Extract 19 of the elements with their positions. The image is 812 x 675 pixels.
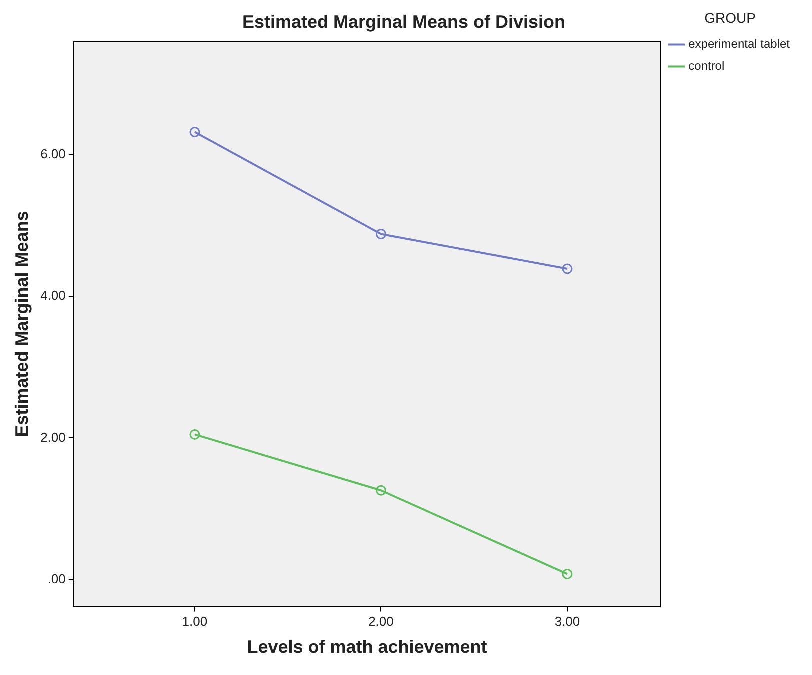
y-tick-label: 6.00 xyxy=(40,146,66,162)
x-tick-label: 2.00 xyxy=(368,614,394,630)
legend-label: experimental tablet xyxy=(688,37,791,52)
legend-label: control xyxy=(688,59,725,74)
point xyxy=(376,485,386,496)
y-axis-title: Estimated Marginal Means xyxy=(12,211,32,438)
x-tick-label: 3.00 xyxy=(554,614,580,630)
y-tick-label: .00 xyxy=(48,571,66,586)
y-tick-label: 4.00 xyxy=(40,288,66,304)
point xyxy=(562,264,573,274)
legend-title: GROUP xyxy=(704,10,756,26)
x-tick-label: 1.00 xyxy=(182,614,208,630)
point xyxy=(562,568,573,580)
point xyxy=(376,229,386,240)
point xyxy=(190,429,200,440)
x-axis-title: Levels of math achievement xyxy=(247,637,488,658)
y-tick-label: 2.00 xyxy=(40,430,66,445)
chart-title: Estimated Marginal Means of Division xyxy=(242,12,566,32)
point xyxy=(190,127,200,138)
